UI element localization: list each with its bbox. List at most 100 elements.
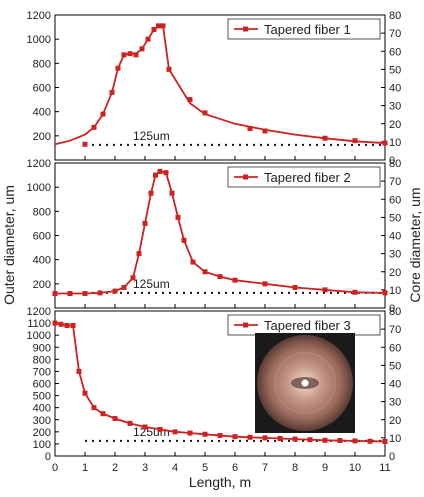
data-point xyxy=(121,52,127,58)
data-point xyxy=(382,290,388,296)
legend-label: Tapered fiber 3 xyxy=(264,318,351,333)
x-tick-label: 4 xyxy=(172,462,178,474)
y-right-tick-label: 0 xyxy=(389,155,395,167)
x-tick-label: 8 xyxy=(292,462,298,474)
data-point xyxy=(148,190,154,196)
data-point xyxy=(247,434,253,440)
data-point xyxy=(82,390,88,396)
y-right-tick-label: 0 xyxy=(389,303,395,315)
y-right-tick-label: 70 xyxy=(389,28,401,40)
data-point xyxy=(202,110,208,116)
data-point xyxy=(307,437,313,443)
data-point xyxy=(133,52,139,58)
data-point xyxy=(82,291,88,296)
y-left-tick-label: 200 xyxy=(33,427,51,439)
data-point xyxy=(151,27,157,32)
y-right-tick-label: 30 xyxy=(389,101,401,113)
data-point xyxy=(181,237,187,243)
y-right-tick-label: 20 xyxy=(389,267,401,279)
data-point xyxy=(277,435,283,441)
y-right-tick-label: 20 xyxy=(389,119,401,131)
data-point xyxy=(82,141,88,147)
data-point xyxy=(232,434,238,440)
y-left-tick-label: 200 xyxy=(33,131,51,143)
y-left-tick-label: 800 xyxy=(33,206,51,218)
data-point xyxy=(52,320,58,326)
y-left-tick-label: 1200 xyxy=(27,306,51,318)
y-right-tick-label: 10 xyxy=(389,137,401,149)
data-point xyxy=(153,172,158,178)
data-point xyxy=(187,430,193,436)
data-point xyxy=(67,291,73,296)
y-left-tick-label: 300 xyxy=(33,415,51,427)
data-point xyxy=(136,251,142,257)
y-right-tick-label: 70 xyxy=(389,324,401,336)
legend-marker xyxy=(243,26,248,32)
y-right-tick-label: 50 xyxy=(389,360,401,372)
y-left-tick-label: 1000 xyxy=(27,330,51,342)
x-tick-label: 9 xyxy=(322,462,328,474)
legend-marker xyxy=(243,322,248,328)
data-point xyxy=(367,438,373,444)
data-point xyxy=(121,284,127,290)
data-point xyxy=(70,323,76,328)
data-point xyxy=(112,416,118,422)
legend-label: Tapered fiber 2 xyxy=(264,170,351,185)
data-point xyxy=(127,420,133,426)
data-point xyxy=(187,97,193,103)
y-left-tick-label: 600 xyxy=(33,83,51,95)
y-left-tick-label: 600 xyxy=(33,231,51,243)
data-point xyxy=(352,289,358,295)
chart-panel-1: 200 400 600 800 1000 1200 0 10 20 30 40 50 60 70 80 125… xyxy=(27,10,402,167)
data-point xyxy=(160,23,166,29)
y-left-tick-label: 1200 xyxy=(27,158,51,170)
data-point xyxy=(169,190,175,196)
y-left-tick-label: 1000 xyxy=(27,34,51,46)
y-axis-label-right: Core diameter, um xyxy=(407,187,423,302)
data-point xyxy=(382,140,388,146)
legend-label: Tapered fiber 1 xyxy=(264,22,351,37)
data-point xyxy=(130,275,136,281)
data-point xyxy=(52,291,58,296)
x-axis-label: Length, m xyxy=(189,474,251,490)
y-right-tick-label: 10 xyxy=(389,285,401,297)
data-point xyxy=(262,128,268,134)
reference-label: 125um xyxy=(133,129,170,143)
data-point xyxy=(322,287,328,293)
data-point xyxy=(292,436,298,442)
data-point xyxy=(352,438,358,444)
y-right-tick-label: 50 xyxy=(389,64,401,76)
data-point xyxy=(163,170,169,176)
x-tick-label: 6 xyxy=(232,462,238,474)
data-point xyxy=(127,51,133,57)
data-point xyxy=(202,431,208,437)
y-left-tick-label: 100 xyxy=(33,439,51,451)
data-point xyxy=(76,368,82,374)
data-point xyxy=(322,437,328,443)
y-right-tick-label: 70 xyxy=(389,176,401,188)
data-point xyxy=(142,220,148,226)
y-left-tick-label: 1000 xyxy=(27,182,51,194)
data-point xyxy=(156,23,161,29)
legend-marker xyxy=(243,174,248,180)
data-point xyxy=(100,411,106,417)
data-point xyxy=(262,435,268,441)
y-left-tick-label: 500 xyxy=(33,391,51,403)
data-point xyxy=(190,259,196,265)
data-point xyxy=(382,439,388,444)
y-left-tick-label: 1100 xyxy=(27,318,51,330)
data-point xyxy=(58,321,64,327)
y-left-tick-label: 800 xyxy=(33,354,51,366)
y-right-tick-label: 80 xyxy=(389,158,401,170)
y-right-tick-label: 40 xyxy=(389,379,401,391)
data-point xyxy=(115,65,121,71)
reference-label: 125um xyxy=(133,425,170,439)
y-left-tick-label: 200 xyxy=(33,279,51,291)
y-left-tick-label: 400 xyxy=(33,255,51,267)
data-point xyxy=(337,438,343,444)
chart-panel-3: 0100200300400500600700800900100011001200… xyxy=(27,306,402,474)
data-point xyxy=(112,288,118,294)
data-point xyxy=(247,126,253,132)
x-tick-label: 0 xyxy=(52,462,58,474)
